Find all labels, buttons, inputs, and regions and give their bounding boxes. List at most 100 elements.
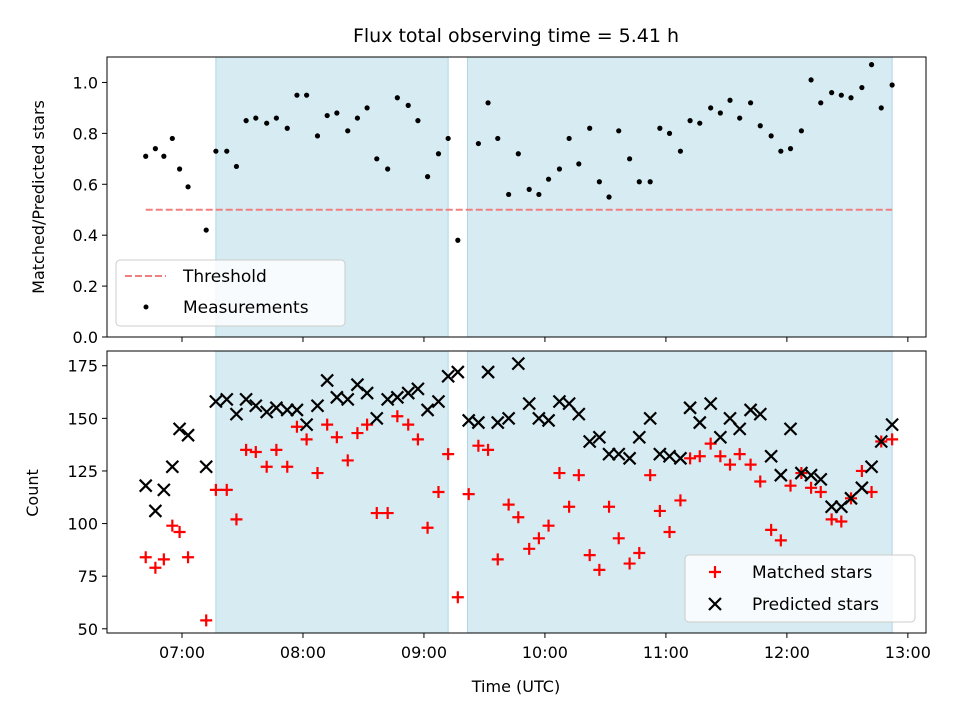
matched-star-point	[421, 521, 434, 534]
count-y-axis-label: Count	[23, 469, 42, 517]
measurement-point	[284, 125, 290, 131]
measurement-point	[666, 130, 673, 136]
predicted-star-point	[662, 449, 677, 464]
legend-measurements-label: Measurements	[183, 298, 309, 318]
x-axis-label: Time (UTC)	[471, 677, 560, 696]
measurement-point	[878, 105, 884, 111]
predicted-star-points	[138, 356, 899, 518]
matched-star-point	[572, 469, 585, 482]
measurement-point	[185, 184, 191, 190]
measurement-point	[334, 110, 340, 116]
y-tick-label: 50	[78, 620, 98, 639]
x-tick-label: 11:00	[643, 643, 689, 662]
count-axes-frame	[106, 350, 927, 634]
measurement-point	[143, 153, 149, 159]
measurement-point	[798, 128, 804, 134]
matched-star-point	[451, 591, 464, 604]
measurement-point	[176, 166, 183, 172]
predicted-star-point	[723, 411, 737, 426]
predicted-star-point	[320, 373, 334, 388]
measurement-point	[213, 148, 219, 154]
predicted-star-point	[511, 356, 526, 371]
matched-star-point	[724, 458, 737, 471]
predicted-star-point	[522, 396, 536, 411]
chart-title: Flux total observing time = 5.41 h	[353, 25, 679, 47]
matched-star-point	[391, 410, 404, 423]
matched-star-point	[173, 525, 186, 538]
matched-star-point	[825, 513, 838, 526]
predicted-star-point	[572, 407, 586, 421]
matched-star-point	[553, 467, 566, 480]
matched-star-point	[260, 460, 273, 473]
measurement-point	[294, 92, 300, 98]
predicted-star-point	[181, 428, 195, 442]
measurement-point	[768, 133, 774, 139]
predicted-star-point	[844, 491, 858, 506]
predicted-star-point	[481, 365, 495, 379]
matched-star-point	[523, 542, 536, 555]
predicted-star-point	[239, 392, 253, 407]
predicted-star-point	[330, 390, 344, 405]
measurement-point	[264, 120, 270, 126]
matched-star-point	[684, 452, 697, 465]
matched-star-point	[644, 469, 657, 482]
measurement-point	[354, 115, 361, 121]
matched-star-point	[311, 467, 324, 480]
predicted-star-point	[632, 430, 647, 445]
measurement-point	[394, 95, 400, 101]
legend-threshold-label: Threshold	[182, 267, 267, 287]
matched-star-point	[693, 450, 706, 463]
measurement-point	[161, 153, 167, 159]
y-tick-label: 75	[78, 567, 98, 586]
measurement-point	[697, 120, 703, 126]
matched-star-point	[166, 519, 179, 532]
predicted-star-point	[340, 392, 355, 407]
matched-star-point	[249, 446, 262, 459]
matched-star-point	[321, 418, 334, 431]
predicted-star-point	[471, 415, 486, 430]
matched-star-point	[462, 488, 475, 501]
y-tick-label: 0.6	[73, 175, 98, 194]
predicted-star-point	[310, 398, 325, 413]
matched-star-point	[139, 551, 152, 564]
measurement-point	[727, 97, 733, 103]
measurement-point	[224, 148, 230, 154]
matched-star-point	[744, 458, 757, 471]
matched-star-point	[674, 494, 687, 507]
measurement-point	[708, 105, 714, 111]
predicted-star-point	[259, 405, 274, 419]
predicted-star-point	[209, 394, 223, 409]
x-tick-label: 12:00	[764, 643, 810, 662]
y-tick-label: 1.0	[73, 73, 98, 92]
predicted-star-point	[199, 459, 213, 474]
measurement-point	[485, 100, 491, 106]
matched-star-point	[633, 547, 646, 560]
measurement-point	[889, 82, 895, 88]
y-tick-label: 125	[67, 462, 98, 481]
matched-star-point	[502, 498, 515, 511]
measurement-point	[737, 115, 743, 121]
y-tick-label: 0.2	[73, 277, 98, 296]
legend-predicted-swatch	[708, 597, 722, 611]
measurement-point	[596, 179, 602, 185]
measurement-point	[787, 146, 794, 152]
measurement-point	[385, 166, 391, 172]
predicted-star-point	[490, 415, 505, 430]
measurement-point	[169, 135, 175, 142]
matched-star-point	[381, 507, 394, 520]
y-tick-label: 0.4	[73, 226, 98, 245]
count-x-ticks: 07:00 08:00 09:00 10:00 11:00 12:00 13:00	[159, 633, 931, 662]
measurement-point	[515, 151, 521, 157]
predicted-star-point	[582, 434, 597, 449]
measurement-point	[677, 148, 684, 154]
matched-star-point	[209, 483, 222, 496]
measurement-point	[536, 191, 542, 198]
measurement-point	[415, 118, 421, 124]
measurement-point	[747, 100, 754, 106]
measurement-point	[233, 163, 240, 170]
count-legend-box	[684, 554, 916, 623]
predicted-star-point	[753, 407, 768, 421]
predicted-star-point	[451, 365, 465, 379]
matched-star-point	[653, 504, 666, 517]
ratio-legend-box	[115, 259, 346, 327]
